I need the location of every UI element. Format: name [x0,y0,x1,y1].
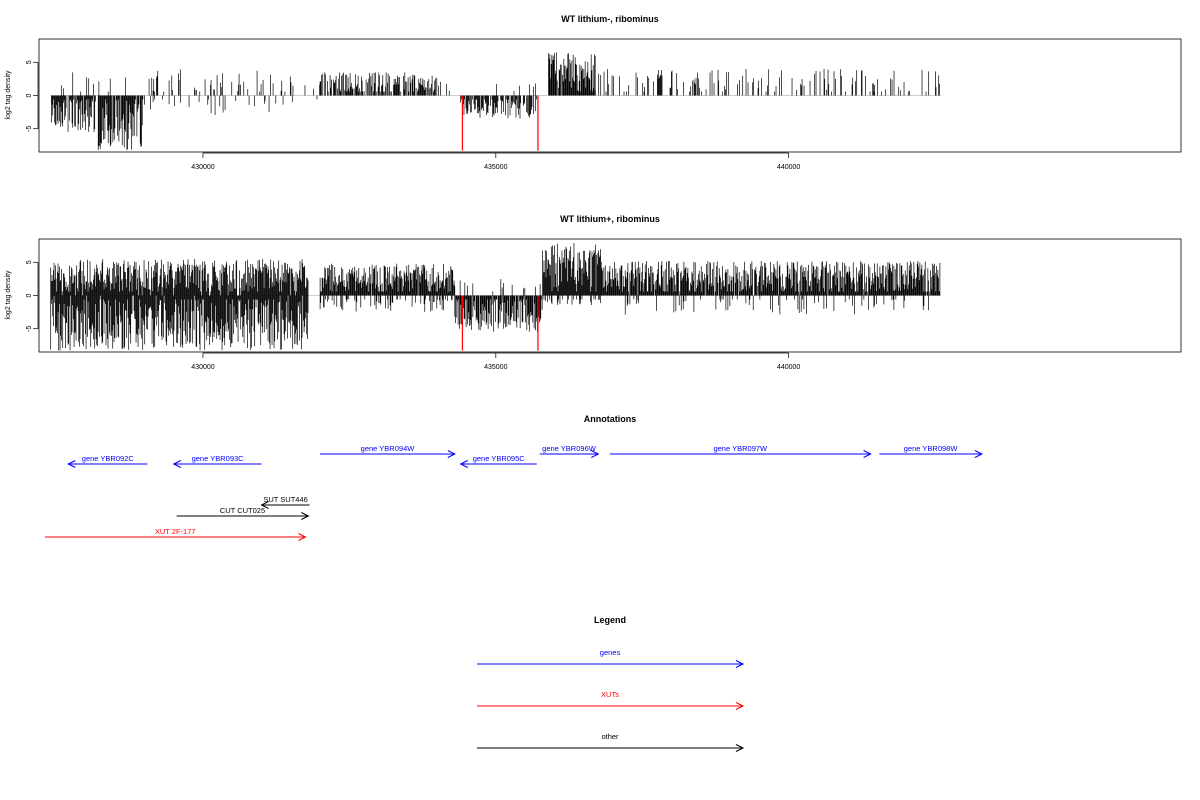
panel-wt-lithium-minus: WT lithium-, ribominus 430000 435000 44000… [5,14,1182,171]
x-tick-label: 440000 [777,164,800,171]
feature-label: gene YBR093C [192,454,245,463]
red-markers [461,295,539,351]
feature-arrow: gene YBR094W [320,444,456,458]
red-markers [461,95,539,151]
feature-label: gene YBR097W [713,444,768,453]
y-tick-label: 5 [26,60,33,64]
feature-arrow: gene YBR092C [67,454,148,468]
y-tick-label: 5 [26,260,33,264]
feature-label: gene YBR094W [361,444,416,453]
feature-label: gene YBR096W [542,444,597,453]
plot-frame [38,238,1182,353]
axes: 430000 435000 440000 -5 0 5 [26,260,800,371]
annotations-panel: Annotations gene YBR092C gene YBR093Cgene… [45,414,984,541]
panel-title: WT lithium+, ribominus [560,214,660,224]
feature-arrow: CUT CUT025 [176,506,310,520]
feature-arrow: gene YBR097W [610,444,872,458]
feature-label: SUT SUT446 [263,495,307,504]
legend-title: Legend [594,615,626,625]
feature-arrow: gene YBR095C [459,454,537,468]
legend-label: other [601,732,619,741]
feature-label: gene YBR098W [904,444,959,453]
legend-item-other: other [477,732,745,752]
x-tick-label: 435000 [484,364,507,371]
legend-label: XUTs [601,690,619,699]
plot-frame [38,38,1182,153]
y-axis-label: log2 tag density [5,70,12,120]
y-tick-label: -5 [26,326,33,332]
feature-arrow: gene YBR096W [539,444,600,458]
signal-bars [50,52,941,151]
panel-wt-lithium-plus: WT lithium+, ribominus 430000 435000 44000… [5,214,1182,371]
feature-arrow: gene YBR098W [879,444,984,458]
legend-item-xut: XUTs [477,690,745,710]
panel-title: WT lithium-, ribominus [561,14,659,24]
legend: Legend genes XUTs other [477,615,745,752]
y-axis-label: log2 tag density [5,270,12,320]
feature-arrow: gene YBR093C [172,454,262,468]
annotations-title: Annotations [584,414,637,424]
feature-arrow: XUT 2F-177 [45,527,307,541]
feature-label: CUT CUT025 [220,506,265,515]
feature-label: gene YBR095C [473,454,526,463]
y-tick-label: 0 [26,293,33,297]
signal-bars [50,243,941,351]
x-tick-label: 440000 [777,364,800,371]
legend-items: genes XUTs other [477,648,745,752]
feature-label: gene YBR092C [82,454,135,463]
x-tick-label: 430000 [191,164,214,171]
legend-label: genes [600,648,621,657]
axes: 430000 435000 440000 -5 0 5 [26,60,800,171]
y-tick-label: 0 [26,93,33,97]
legend-item-gene: genes [477,648,745,668]
x-tick-label: 435000 [484,164,507,171]
feature-arrow: SUT SUT446 [260,495,310,509]
feature-label: XUT 2F-177 [155,527,196,536]
y-tick-label: -5 [26,126,33,132]
feature-arrows: gene YBR092C gene YBR093C gene YBR094W gene… [45,444,984,541]
x-tick-label: 430000 [191,364,214,371]
